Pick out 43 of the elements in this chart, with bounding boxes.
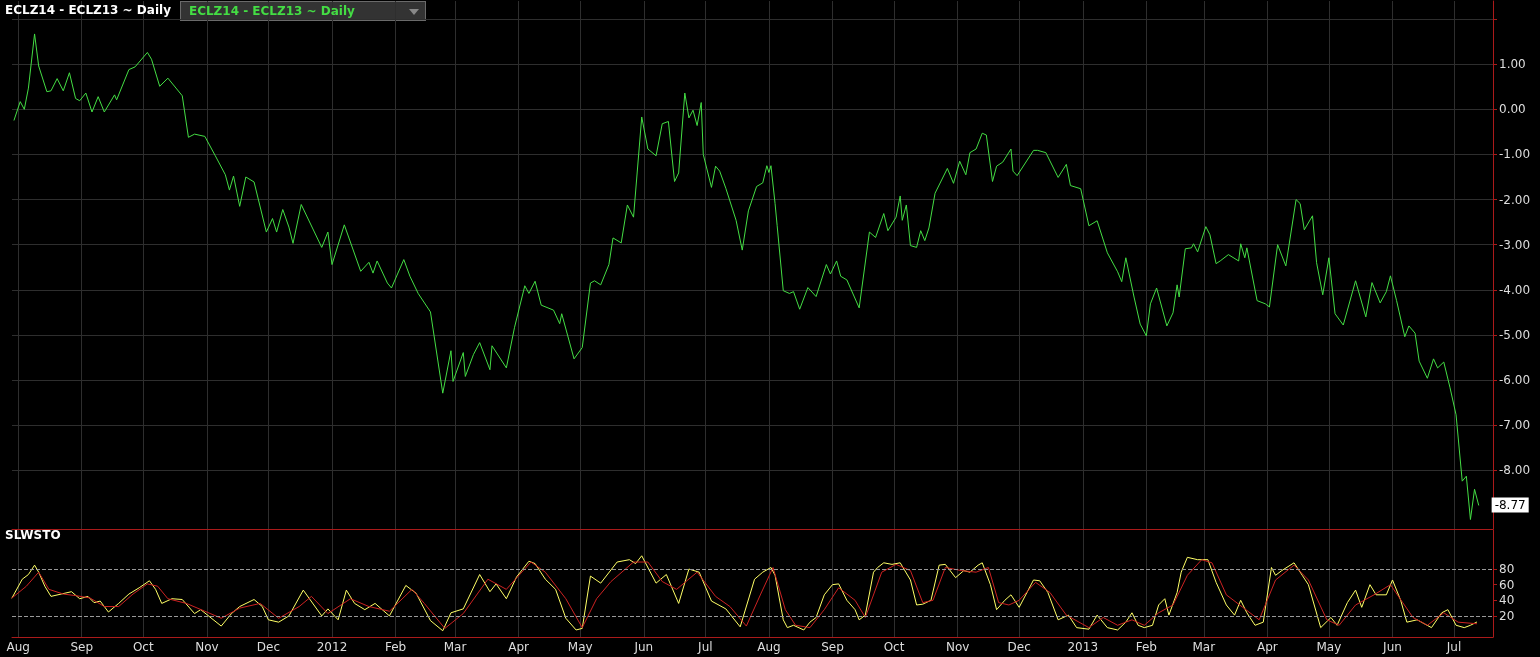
x-tick-label: Apr [508,640,530,654]
x-tick-label: Apr [1256,640,1278,654]
x-tick-label: Jun [633,640,654,654]
y-tick-label: -5.00 [1499,327,1531,342]
x-tick-label: Mar [1192,640,1216,654]
x-tick-label: Sep [821,640,844,654]
x-tick-label: Jun [1382,640,1402,654]
x-tick-label: 2012 [316,640,348,654]
x-tick-label: Dec [1007,640,1031,654]
x-tick-label: Oct [883,640,905,654]
y-tick-label: 40 [1499,593,1515,608]
y-tick-label: 1.00 [1499,57,1526,72]
x-tick-label: Sep [70,640,94,654]
x-tick-label: Oct [132,640,154,654]
x-tick-label: Mar [443,640,467,654]
y-tick-label: 60 [1499,577,1515,592]
x-tick-label: Feb [1135,640,1157,654]
y-tick-label: -3.00 [1499,237,1531,252]
text: ECLZ14 - ECLZ13 ~ Daily [188,4,356,18]
y-tick-label: -1.00 [1499,147,1531,162]
x-tick-label: May [1316,640,1342,654]
x-tick-label: May [567,640,593,654]
y-tick-label: 0.00 [1499,102,1526,117]
y-tick-label: -2.00 [1499,192,1531,207]
y-tick-label: -8.00 [1499,463,1531,478]
x-tick-label: Jul [1445,640,1462,654]
chart-title: SLWSTO [5,528,61,542]
y-tick-label: 80 [1499,562,1515,577]
y-tick-label: -6.00 [1499,373,1531,388]
x-tick-label: Nov [945,640,970,654]
x-tick-label: Jul [697,640,713,654]
x-tick-label: Aug [6,640,30,654]
x-tick-label: Dec [256,640,281,654]
y-tick-label: -7.00 [1499,418,1531,433]
x-tick-label: Nov [195,640,219,654]
chart-title: ECLZ14 - ECLZ13 ~ Daily [5,3,172,17]
y-tick-label: -4.00 [1499,282,1531,297]
y-tick-label: 20 [1499,608,1515,623]
x-tick-label: Aug [757,640,781,654]
line-series [13,33,1480,521]
x-tick-label: Feb [384,640,407,654]
x-tick-label: 2013 [1067,640,1099,654]
annotation: -8.77 [1494,498,1526,513]
